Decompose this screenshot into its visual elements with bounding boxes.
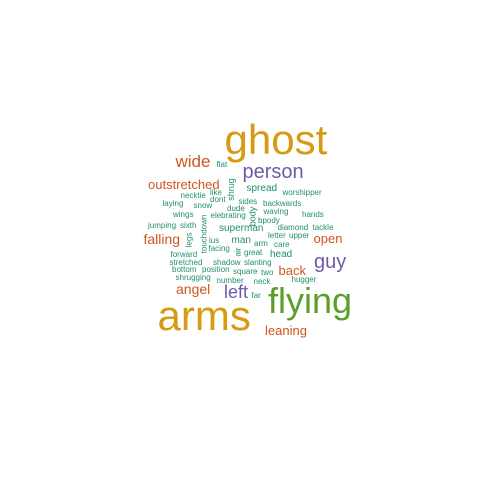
word-great: great	[244, 248, 263, 257]
word-slanting: slanting	[244, 258, 272, 267]
word-wide: wide	[175, 151, 211, 171]
word-flying: flying	[268, 280, 353, 321]
word-superman: superman	[219, 223, 264, 234]
word-flat: flat	[216, 160, 228, 169]
word-man: man	[231, 235, 251, 246]
word-shrugging: shrugging	[175, 273, 211, 282]
word-ghost: ghost	[224, 116, 328, 163]
word-shrug: shrug	[225, 177, 236, 201]
word-neck: neck	[253, 277, 271, 286]
word-wings: wings	[173, 210, 194, 219]
word-elebrating: elebrating	[210, 211, 246, 220]
word-spread: spread	[246, 183, 278, 194]
word-left: left	[224, 282, 249, 302]
word-guy: guy	[314, 251, 347, 273]
word-angel: angel	[176, 281, 211, 297]
word-number: number	[216, 276, 244, 285]
word-letter: letter	[268, 231, 286, 240]
word-waving: waving	[263, 207, 289, 216]
word-two: two	[261, 268, 274, 277]
word-legs: legs	[183, 232, 193, 248]
word-upper: upper	[289, 231, 310, 240]
word-person: person	[242, 161, 304, 183]
word-dude: dude	[227, 204, 245, 213]
word-care: care	[274, 240, 290, 249]
word-arm: arm	[254, 239, 268, 248]
word-sides: sides	[238, 197, 258, 206]
word-hugger: hugger	[291, 275, 317, 284]
word-necktie: necktie	[180, 191, 206, 200]
word-position: position	[202, 265, 230, 274]
word-open: open	[313, 230, 343, 246]
word-diamond: diamond	[277, 223, 309, 232]
word-stretched: stretched	[169, 258, 203, 267]
word-worshipper: worshipper	[282, 188, 322, 197]
word-ius: ius	[209, 236, 220, 245]
word-dont: dont	[210, 195, 226, 204]
word-backwards: backwards	[263, 199, 302, 208]
word-falling: falling	[143, 231, 181, 247]
word-jumping: jumping	[148, 221, 177, 230]
word-snow: snow	[193, 201, 213, 210]
word-outstretched: outstretched	[148, 176, 220, 192]
word-hands: hands	[302, 210, 324, 219]
word-facing: facing	[208, 244, 230, 253]
word-laying: laying	[162, 199, 184, 208]
word-tackle: tackle	[312, 223, 334, 232]
word-square: square	[233, 267, 258, 276]
word-bottom: bottom	[172, 265, 197, 274]
word-head: head	[270, 249, 293, 260]
word-arms: arms	[157, 292, 251, 339]
word-back: back	[278, 262, 306, 278]
word-forward: forward	[170, 250, 198, 259]
word-far: far	[251, 291, 261, 300]
word-sixth: sixth	[180, 221, 197, 230]
word-shadow: shadow	[213, 258, 241, 267]
word-like: like	[210, 188, 223, 197]
word-body: body	[247, 206, 258, 226]
word-leaning: leaning	[265, 322, 307, 338]
word-touchdown: touchdown	[198, 214, 208, 254]
word-air: air	[232, 247, 242, 257]
word-bpody: bpody	[258, 216, 280, 225]
